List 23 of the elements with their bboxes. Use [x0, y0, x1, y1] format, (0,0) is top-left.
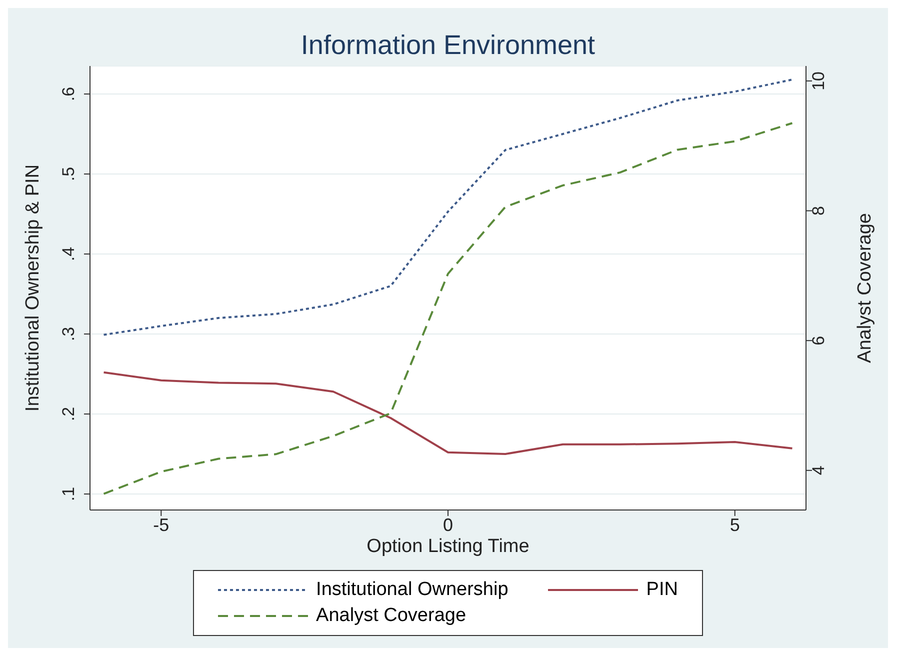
y-tick-label: .4	[59, 246, 78, 262]
y-tick-label: .1	[59, 486, 78, 502]
chart-title: Information Environment	[300, 29, 596, 62]
legend-label: Institutional Ownership	[316, 579, 508, 601]
legend-label: PIN	[646, 579, 678, 601]
y2-tick-label: 6	[809, 336, 828, 346]
x-tick-label: 0	[442, 514, 454, 535]
y2-tick-label: 4	[809, 466, 828, 476]
x-tick-label: -5	[153, 514, 170, 535]
y-tick-label: .3	[59, 326, 78, 342]
y2-tick-label: 8	[809, 206, 828, 216]
y2-tick-label: 10	[809, 71, 828, 90]
legend-label: Analyst Coverage	[316, 605, 466, 627]
y-tick-label: .5	[59, 166, 78, 182]
x-axis-title: Option Listing Time	[366, 536, 530, 557]
y-tick-label: .6	[59, 86, 78, 102]
line-series	[102, 122, 794, 495]
line-series	[102, 78, 794, 336]
y-axis-title: Institutional Ownership & PIN	[22, 164, 44, 412]
x-tick-label: 5	[730, 514, 740, 535]
line-series	[102, 371, 794, 455]
y2-axis-title: Analyst Coverage	[854, 213, 876, 363]
y-tick-label: .2	[59, 406, 78, 422]
